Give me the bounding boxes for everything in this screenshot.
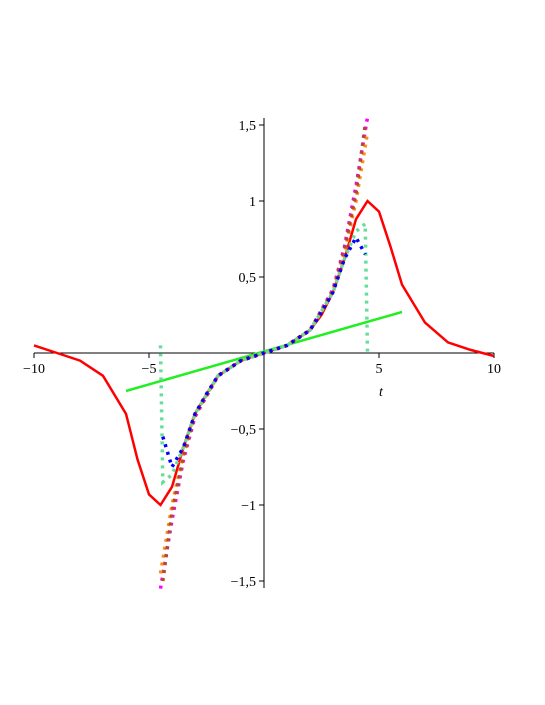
series-line <box>161 233 367 472</box>
y-tick-label: −0,5 <box>231 423 256 438</box>
x-axis-label: t <box>379 385 384 400</box>
y-tick-label: 0,5 <box>239 271 257 286</box>
x-tick-label: −5 <box>142 362 157 377</box>
y-tick-label: 1 <box>249 195 256 210</box>
x-tick-label: 10 <box>487 362 501 377</box>
y-tick-label: 1,5 <box>239 119 257 134</box>
x-tick-label: 5 <box>376 362 383 377</box>
x-tick-label: −10 <box>23 362 45 377</box>
y-tick-label: −1,5 <box>231 575 256 590</box>
y-tick-label: −1 <box>241 499 256 514</box>
